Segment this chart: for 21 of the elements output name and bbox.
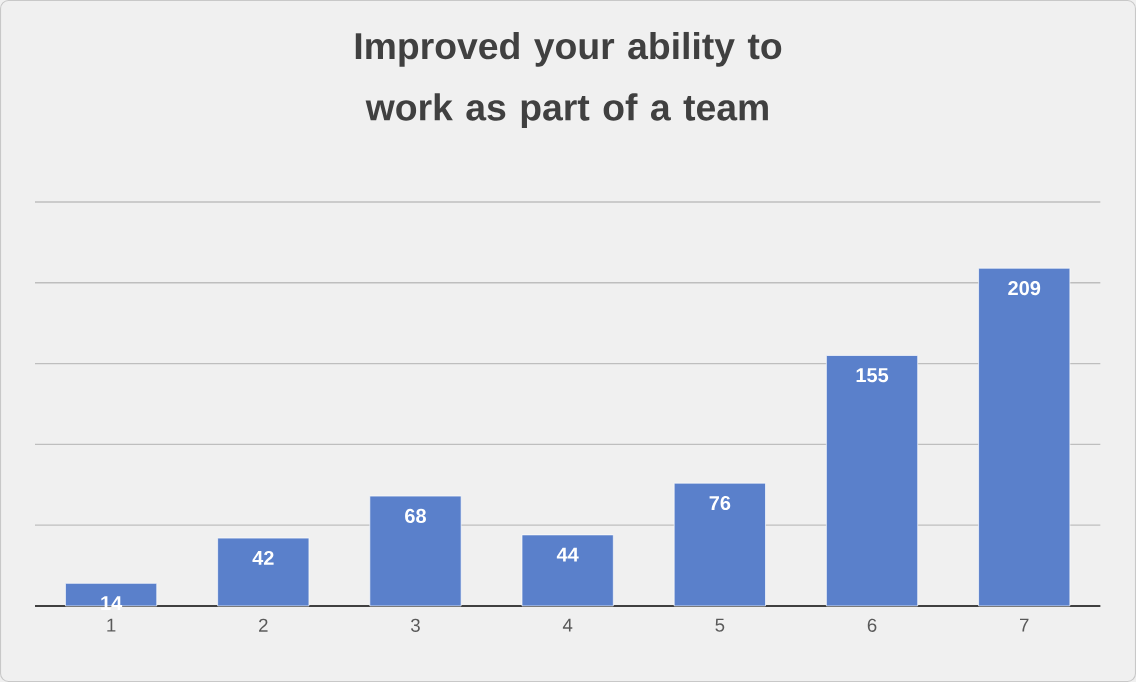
bar	[978, 267, 1071, 607]
bar	[521, 534, 614, 607]
x-tick-label: 4	[562, 618, 573, 632]
data-label: 68	[405, 508, 426, 524]
x-tick-label: 1	[107, 618, 116, 632]
x-tick-label: 6	[867, 618, 877, 632]
chart-title: Improved your ability to work as part of a team	[355, 31, 782, 129]
x-tick-label: 3	[411, 618, 420, 632]
bar	[217, 537, 310, 607]
x-tick-label: 2	[259, 618, 268, 632]
x-tick-label: 7	[1020, 618, 1029, 632]
bar	[673, 482, 766, 607]
data-label: 76	[709, 495, 731, 511]
data-label: 209	[1008, 281, 1041, 296]
data-label: 155	[856, 368, 889, 383]
data-label: 42	[252, 550, 274, 565]
data-label: 44	[556, 547, 579, 562]
bar	[369, 495, 462, 607]
x-tick-label: 5	[715, 618, 725, 632]
data-label: 14	[101, 596, 123, 610]
bar	[826, 355, 919, 607]
